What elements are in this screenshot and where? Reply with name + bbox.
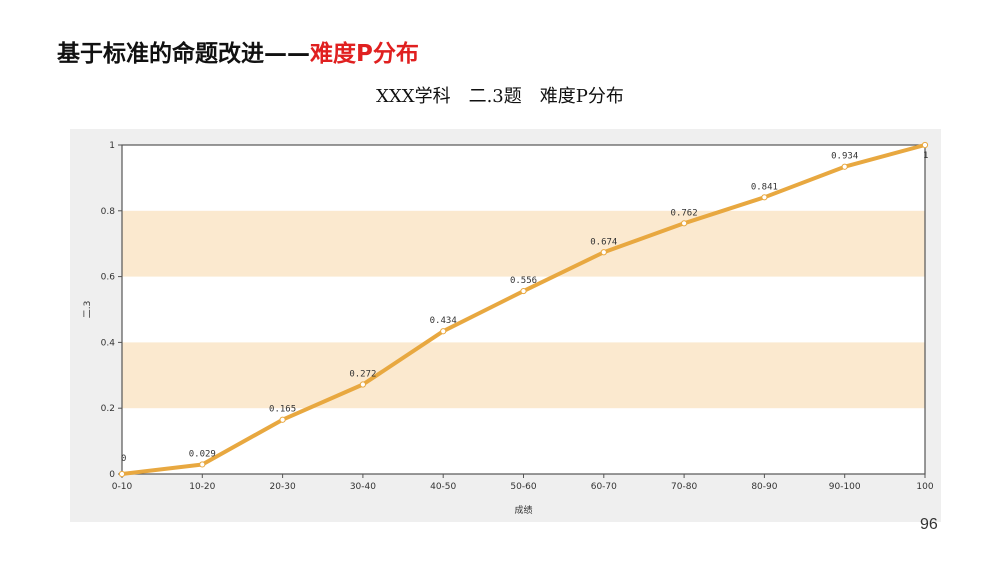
data-label-9: 0.934 <box>831 152 858 162</box>
x-axis-title: 成绩 <box>514 504 532 516</box>
data-label-3: 0.272 <box>349 370 376 380</box>
y-tick-label-5: 1 <box>109 141 115 151</box>
plot-area <box>122 145 925 474</box>
band-1 <box>122 210 925 277</box>
x-tick-label-8: 80-90 <box>751 482 777 492</box>
data-label-6: 0.674 <box>590 237 617 247</box>
data-label-8: 0.841 <box>751 182 778 192</box>
x-tick-label-9: 90-100 <box>829 482 861 492</box>
x-tick-label-3: 30-40 <box>350 482 376 492</box>
data-label-5: 0.556 <box>510 276 537 286</box>
data-point-5 <box>520 287 527 295</box>
data-point-2 <box>279 416 286 423</box>
slide-title-accent: 难度P分布 <box>310 41 419 67</box>
x-tick-label-0: 0-10 <box>112 482 133 492</box>
data-point-4 <box>440 328 447 335</box>
x-tick-label-6: 60-70 <box>591 482 617 492</box>
y-tick-label-4: 0.8 <box>101 207 116 217</box>
y-tick-label-1: 0.2 <box>101 404 115 414</box>
chart-title: XXX学科 二.3题 难度P分布 <box>376 86 624 107</box>
y-tick-label-2: 0.4 <box>101 338 116 348</box>
data-point-6 <box>600 249 607 256</box>
y-axis-title: 二.3 <box>83 301 93 319</box>
data-point-9 <box>841 163 848 170</box>
slide-title-main: 基于标准的命题改进—— <box>57 41 310 67</box>
line-chart: 0 0.2 0.4 0.6 0.8 1 0-10 10-20 20-30 30-40 40-50 50… <box>83 141 934 516</box>
data-label-0: 0 <box>121 454 126 464</box>
x-tick-label-4: 40-50 <box>430 482 456 492</box>
data-point-10 <box>921 141 929 149</box>
data-point-8 <box>761 194 768 201</box>
data-point-0 <box>118 470 126 478</box>
data-label-2: 0.165 <box>269 405 296 415</box>
band-0 <box>122 342 925 409</box>
y-tick-label-3: 0.6 <box>101 273 116 283</box>
data-label-7: 0.762 <box>671 208 698 218</box>
x-tick-label-10: 100 <box>916 482 933 492</box>
x-tick-label-1: 10-20 <box>189 482 215 492</box>
y-tick-label-0: 0 <box>109 470 115 480</box>
data-label-10: 1 <box>923 151 928 161</box>
x-tick-label-5: 50-60 <box>510 482 536 492</box>
data-label-4: 0.434 <box>430 316 457 326</box>
chart-panel: 0 0.2 0.4 0.6 0.8 1 0-10 10-20 20-30 30-40 40-50 50… <box>70 129 941 522</box>
data-point-7 <box>681 220 688 227</box>
x-tick-label-7: 70-80 <box>671 482 697 492</box>
x-tick-label-2: 20-30 <box>270 482 296 492</box>
page-number: 96 <box>920 516 938 533</box>
data-point-3 <box>359 381 366 388</box>
data-label-1: 0.029 <box>189 449 216 459</box>
data-point-1 <box>199 461 206 468</box>
slide-title: 基于标准的命题改进——难度P分布 <box>57 34 419 68</box>
